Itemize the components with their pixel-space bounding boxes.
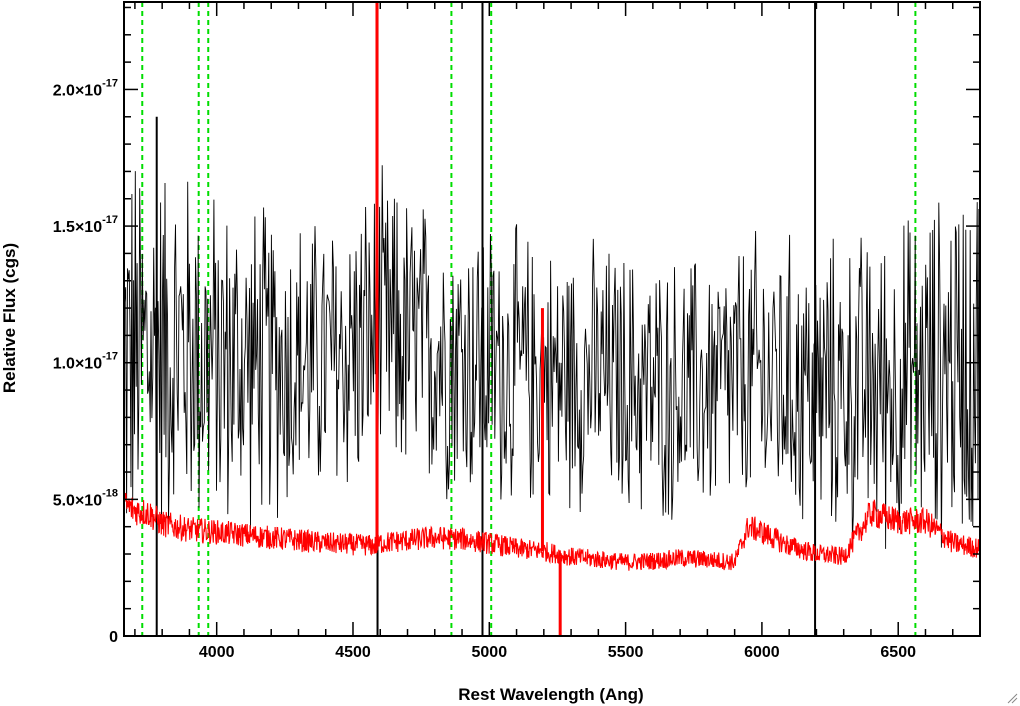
y-tick-label: 1.0×10-17 bbox=[53, 351, 118, 373]
x-tick-label: 4500 bbox=[335, 644, 371, 661]
resize-grip-icon[interactable] bbox=[1006, 692, 1018, 704]
y-tick-label: 5.0×10-18 bbox=[53, 487, 118, 509]
y-tick-label: 1.5×10-17 bbox=[53, 214, 118, 236]
error-line bbox=[124, 492, 980, 571]
y-axis-label: Relative Flux (cgs) bbox=[0, 243, 19, 393]
spectrum-line bbox=[124, 165, 980, 549]
axes bbox=[123, 1, 981, 637]
x-tick-label: 6500 bbox=[880, 644, 916, 661]
x-axis-label: Rest Wavelength (Ang) bbox=[458, 685, 643, 704]
x-tick-label: 6000 bbox=[744, 644, 780, 661]
series-error-spectrum bbox=[124, 2, 980, 636]
x-tick-label: 5500 bbox=[608, 644, 644, 661]
x-tick-label: 5000 bbox=[472, 644, 508, 661]
x-tick-label: 4000 bbox=[199, 644, 235, 661]
y-tick-label: 0 bbox=[109, 629, 118, 646]
ticks: 4000 4500 5000 5500 6000 6500 0 5.0×10-18 1.0×10… bbox=[53, 2, 981, 661]
y-tick-label: 2.0×10-17 bbox=[53, 77, 118, 99]
plot-frame bbox=[123, 1, 981, 637]
